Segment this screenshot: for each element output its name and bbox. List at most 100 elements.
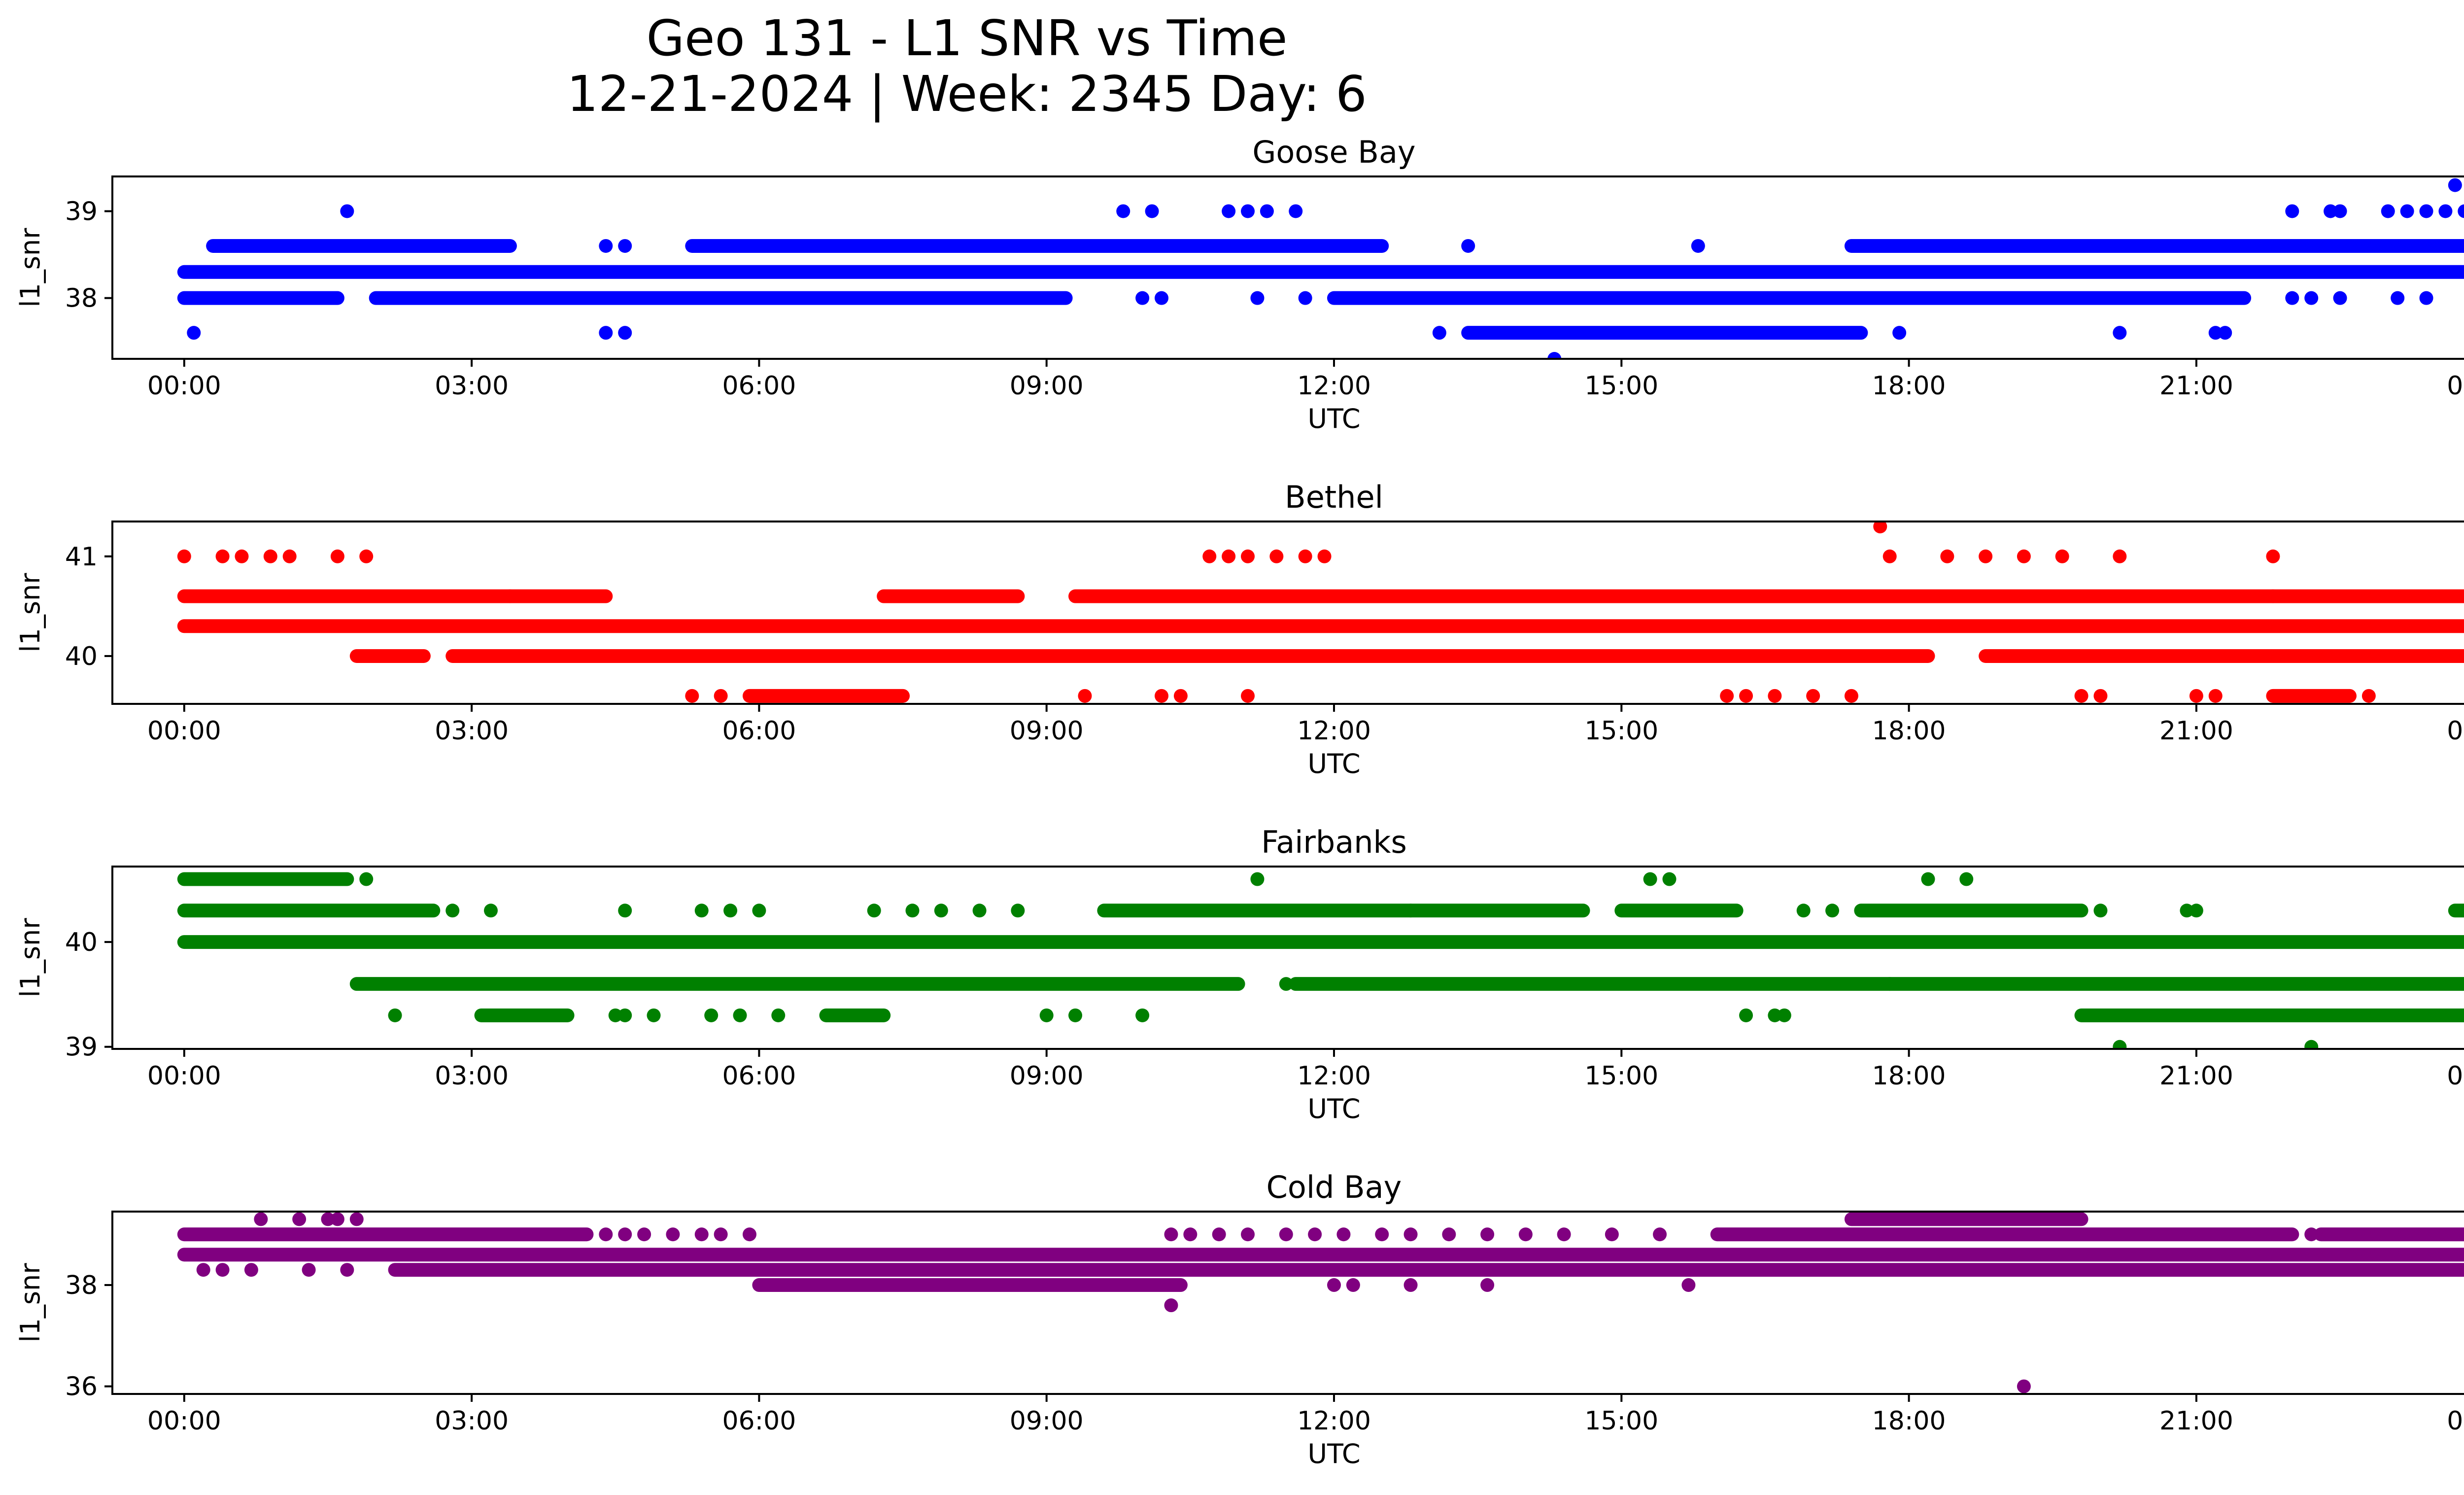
data-point-bethel-3 — [263, 549, 277, 563]
subplot-panels: Goose Bay 00:00 03:00 06:00 09:00 12:00 15:00 1… — [15, 134, 2464, 1469]
data-point-cold-bay-20 — [1241, 1227, 1255, 1242]
x-tick-label-goose-bay-8: 00:00 — [2447, 371, 2464, 401]
x-axis-label-goose-bay: UTC — [1307, 403, 1360, 434]
data-point-cold-bay-17 — [1164, 1227, 1178, 1242]
data-point-fairbanks-26 — [704, 1008, 719, 1022]
data-point-bethel-35 — [2189, 689, 2203, 703]
data-point-bethel-32 — [1844, 689, 1858, 703]
data-point-fairbanks-18 — [1825, 904, 1840, 918]
x-tick-label-fairbanks-2: 06:00 — [722, 1061, 796, 1091]
data-point-cold-bay-0 — [196, 1263, 210, 1277]
data-point-goose-bay-6 — [2208, 326, 2223, 340]
data-point-bethel-2 — [235, 549, 249, 563]
data-point-goose-bay-21 — [2419, 204, 2433, 218]
data-point-cold-bay-25 — [1403, 1227, 1418, 1242]
data-point-goose-bay-38 — [2419, 291, 2433, 305]
data-point-fairbanks-33 — [1768, 1008, 1782, 1022]
data-point-bethel-7 — [1202, 549, 1217, 563]
data-point-fairbanks-30 — [1068, 1008, 1083, 1022]
y-axis-label-cold-bay: l1_snr — [15, 1263, 46, 1343]
data-point-cold-bay-39 — [2304, 1227, 2319, 1242]
data-point-goose-bay-7 — [2218, 326, 2232, 340]
data-point-cold-bay-24 — [1375, 1227, 1389, 1242]
data-point-fairbanks-23 — [608, 1008, 622, 1022]
y-tick-label-fairbanks-1: 40 — [65, 928, 98, 957]
data-point-goose-bay-34 — [2285, 291, 2299, 305]
data-point-goose-bay-5 — [2113, 326, 2127, 340]
data-point-cold-bay-1 — [215, 1263, 230, 1277]
x-tick-label-goose-bay-3: 09:00 — [1010, 371, 1084, 401]
data-point-bethel-34 — [2093, 689, 2108, 703]
data-point-goose-bay-23 — [2458, 204, 2464, 218]
data-point-bethel-17 — [2055, 549, 2069, 563]
data-point-bethel-13 — [1882, 549, 1897, 563]
data-point-cold-bay-36 — [1480, 1278, 1495, 1292]
data-point-bethel-25 — [1155, 689, 1169, 703]
data-point-bethel-6 — [359, 549, 374, 563]
data-point-fairbanks-13 — [905, 904, 920, 918]
figure-title-line1: Geo 131 - L1 SNR vs Time — [647, 9, 1288, 67]
data-point-bethel-22 — [685, 689, 699, 703]
data-point-fairbanks-31 — [1135, 1008, 1150, 1022]
data-point-cold-bay-7 — [321, 1212, 335, 1226]
data-point-cold-bay-31 — [1653, 1227, 1667, 1242]
x-axis-label-bethel: UTC — [1307, 748, 1360, 779]
y-axis-label-fairbanks: l1_snr — [15, 918, 46, 998]
data-point-bethel-37 — [2361, 689, 2376, 703]
data-point-cold-bay-23 — [1336, 1227, 1351, 1242]
data-point-bethel-8 — [1222, 549, 1236, 563]
data-point-fairbanks-11 — [752, 904, 766, 918]
data-point-cold-bay-5 — [254, 1212, 268, 1226]
data-point-goose-bay-33 — [1298, 291, 1312, 305]
data-point-cold-bay-10 — [599, 1227, 613, 1242]
data-point-fairbanks-16 — [1011, 904, 1025, 918]
data-point-cold-bay-38 — [2017, 1379, 2031, 1393]
data-point-goose-bay-22 — [2438, 204, 2453, 218]
x-tick-label-bethel-8: 00:00 — [2447, 716, 2464, 746]
data-point-bethel-28 — [1720, 689, 1734, 703]
subplot-cold-bay: Cold Bay 00:00 03:00 06:00 09:00 12:00 15:00 18… — [15, 1169, 2464, 1469]
data-point-fairbanks-10 — [723, 904, 738, 918]
data-point-fairbanks-22 — [388, 1008, 402, 1022]
data-point-fairbanks-28 — [771, 1008, 786, 1022]
data-points-goose-bay — [177, 178, 2464, 359]
x-tick-label-bethel-7: 21:00 — [2159, 716, 2233, 746]
data-point-bethel-26 — [1173, 689, 1188, 703]
x-tick-label-goose-bay-7: 21:00 — [2159, 371, 2233, 401]
data-point-fairbanks-5 — [1959, 872, 1974, 886]
data-point-cold-bay-4 — [340, 1263, 354, 1277]
x-tick-label-fairbanks-4: 12:00 — [1297, 1061, 1371, 1091]
data-point-cold-bay-34 — [1346, 1278, 1360, 1292]
data-point-goose-bay-30 — [1135, 291, 1150, 305]
x-tick-label-cold-bay-7: 21:00 — [2159, 1406, 2233, 1436]
subplot-title-bethel: Bethel — [1285, 479, 1383, 515]
y-tick-label-cold-bay-0: 36 — [65, 1372, 98, 1402]
x-tick-label-cold-bay-8: 00:00 — [2447, 1406, 2464, 1436]
subplot-title-fairbanks: Fairbanks — [1261, 824, 1407, 860]
data-point-goose-bay-19 — [2381, 204, 2395, 218]
data-point-goose-bay-25 — [2448, 178, 2462, 192]
data-point-goose-bay-12 — [1222, 204, 1236, 218]
x-tick-label-cold-bay-3: 09:00 — [1010, 1406, 1084, 1436]
data-point-bethel-21 — [1873, 522, 1887, 534]
x-tick-label-goose-bay-0: 00:00 — [147, 371, 221, 401]
data-point-goose-bay-32 — [1250, 291, 1265, 305]
x-tick-label-bethel-6: 18:00 — [1872, 716, 1946, 746]
data-point-cold-bay-35 — [1403, 1278, 1418, 1292]
x-tick-label-cold-bay-5: 15:00 — [1584, 1406, 1658, 1436]
x-tick-label-cold-bay-4: 12:00 — [1297, 1406, 1371, 1436]
data-point-goose-bay-36 — [2333, 291, 2347, 305]
data-point-goose-bay-18 — [2333, 204, 2347, 218]
x-tick-label-cold-bay-2: 06:00 — [722, 1406, 796, 1436]
x-tick-label-bethel-2: 06:00 — [722, 716, 796, 746]
data-point-goose-bay-9 — [340, 204, 354, 218]
data-point-goose-bay-16 — [2285, 204, 2299, 218]
x-axis-label-fairbanks: UTC — [1307, 1093, 1360, 1124]
data-point-goose-bay-2 — [618, 326, 632, 340]
data-point-fairbanks-12 — [867, 904, 881, 918]
data-point-cold-bay-28 — [1518, 1227, 1533, 1242]
data-point-cold-bay-3 — [302, 1263, 316, 1277]
data-point-fairbanks-7 — [484, 904, 498, 918]
data-point-cold-bay-11 — [618, 1227, 632, 1242]
data-point-fairbanks-34 — [1777, 1008, 1791, 1022]
